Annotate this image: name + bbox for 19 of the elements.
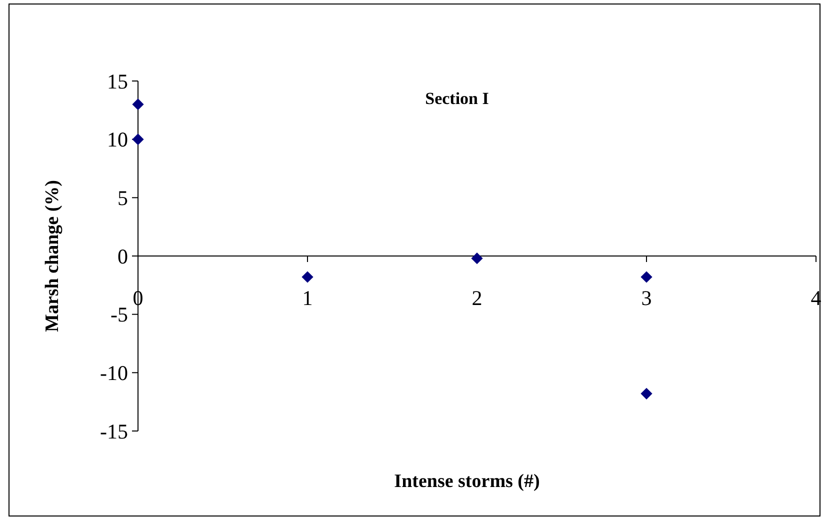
y-tick-label: -5: [110, 302, 128, 327]
text: Section I: [425, 89, 490, 108]
y-tick-label: 5: [118, 186, 128, 210]
x-tick-label: 2: [472, 286, 482, 310]
point: [471, 252, 483, 264]
point: [132, 98, 144, 110]
point: [132, 134, 144, 146]
x-tick-label: 3: [641, 286, 652, 310]
point: [640, 388, 652, 400]
y-tick-label: 10: [107, 128, 128, 152]
y-tick-label: -10: [100, 361, 128, 386]
point: [302, 271, 314, 283]
y-tick-label: -15: [100, 419, 128, 444]
y-tick-label: 0: [118, 244, 128, 268]
y-tick-label: 15: [107, 69, 128, 94]
x-axis-title: Intense storms (#): [394, 471, 540, 492]
point: [640, 271, 652, 283]
x-tick-label: 1: [302, 286, 313, 310]
y-axis-title: Marsh change (%): [42, 180, 63, 332]
